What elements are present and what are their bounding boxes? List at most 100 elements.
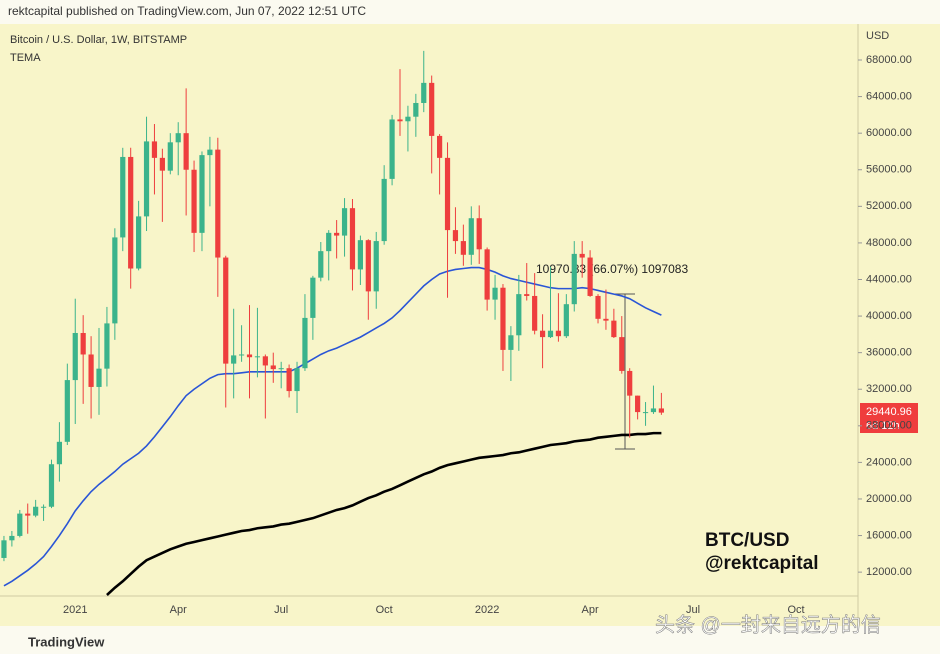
candle-body	[381, 178, 387, 242]
watermark-author: @rektcapital	[705, 553, 819, 574]
y-tick-label: 64000.00	[866, 90, 912, 102]
candle-body	[318, 251, 324, 278]
candle-body	[223, 257, 229, 364]
candle-body	[658, 408, 664, 413]
candle-body	[175, 133, 181, 143]
candle-body	[460, 241, 466, 255]
candle-body	[650, 408, 657, 413]
candle-body	[635, 395, 641, 413]
y-tick-label: 12000.00	[866, 566, 912, 578]
candle-body	[80, 332, 86, 355]
footer-watermark: 头条 @一封来自远方的信	[655, 613, 881, 636]
candle-body	[112, 237, 118, 324]
candle-body	[579, 253, 585, 258]
footer-band	[0, 626, 940, 654]
candle-body	[357, 240, 363, 270]
candle-body	[151, 141, 158, 158]
candle-body	[492, 287, 498, 300]
candle-body	[48, 464, 55, 507]
x-tick-label: Jul	[686, 604, 700, 616]
x-tick-label: Oct	[787, 604, 804, 616]
y-tick-label: 68000.00	[866, 54, 912, 66]
candle-body	[120, 156, 126, 238]
y-tick-label: 52000.00	[866, 200, 912, 212]
y-tick-label: 16000.00	[866, 529, 912, 541]
candle-body	[555, 330, 562, 337]
x-tick-label: Oct	[376, 604, 393, 616]
countdown-label: 6d 12h	[866, 420, 900, 432]
candle-body	[96, 368, 102, 387]
candle-body	[587, 257, 593, 296]
candle-body	[143, 141, 150, 217]
x-tick-label: 2022	[475, 604, 499, 616]
candle-body	[104, 323, 110, 369]
header-band	[0, 0, 940, 24]
candle-body	[72, 332, 78, 381]
candle-body	[484, 249, 490, 300]
candle-body	[429, 82, 435, 136]
candle-body	[9, 535, 15, 541]
indicator-label: TEMA	[10, 52, 41, 64]
candle-body	[405, 116, 411, 122]
candle-body	[547, 330, 554, 338]
candle-body	[437, 135, 443, 158]
price-label: 29440.96	[866, 406, 912, 418]
candle-body	[310, 277, 316, 318]
watermark-pair: BTC/USD	[705, 530, 789, 551]
candle-body	[294, 368, 300, 392]
candle-body	[183, 133, 189, 170]
candle-body	[500, 287, 506, 350]
candle-body	[373, 241, 379, 292]
candle-body	[532, 295, 538, 331]
candle-body	[349, 208, 356, 270]
candle-body	[539, 330, 546, 338]
candle-body	[128, 156, 134, 269]
y-tick-label: 56000.00	[866, 164, 912, 176]
candle-body	[619, 337, 625, 371]
candle-body	[254, 356, 261, 358]
y-tick-label: 48000.00	[866, 237, 912, 249]
y-tick-label: 28000.00	[866, 420, 912, 432]
candle-body	[452, 230, 459, 242]
y-tick-label: 32000.00	[866, 383, 912, 395]
candle-body	[167, 142, 173, 171]
candle-body	[397, 119, 403, 122]
candle-body	[389, 119, 395, 179]
candle-body	[191, 169, 197, 233]
candle-body	[159, 157, 165, 171]
candle-body	[413, 102, 419, 117]
candle-body	[207, 149, 213, 156]
x-tick-label: Apr	[170, 604, 187, 616]
candle-body	[516, 294, 522, 336]
candle-body	[524, 294, 530, 296]
candle-body	[595, 295, 601, 319]
candle-body	[88, 354, 94, 387]
candle-body	[231, 355, 237, 364]
x-tick-label: Apr	[582, 604, 599, 616]
candle-body	[468, 218, 474, 255]
candle-body	[33, 506, 39, 516]
candle-body	[56, 441, 63, 465]
candle-body	[64, 380, 70, 442]
candle-body	[563, 304, 569, 337]
candle-body	[627, 370, 633, 396]
candle-body	[341, 208, 348, 236]
tema-line	[106, 431, 662, 596]
y-tick-label: 20000.00	[866, 493, 912, 505]
candle-body	[238, 354, 245, 356]
candle-body	[278, 368, 284, 370]
candle-body	[444, 157, 451, 231]
y-tick-label: 40000.00	[866, 310, 912, 322]
footer-logo: TradingView	[28, 634, 105, 649]
candle-body	[136, 216, 142, 269]
candle-body	[286, 368, 292, 392]
candle-body	[215, 149, 221, 258]
chart-title: Bitcoin / U.S. Dollar, 1W, BITSTAMP	[10, 34, 187, 46]
tema-line	[3, 266, 662, 587]
candle-body	[199, 155, 205, 233]
candle-body	[246, 354, 253, 358]
measure-tool	[615, 293, 635, 450]
x-tick-label: 2021	[63, 604, 87, 616]
